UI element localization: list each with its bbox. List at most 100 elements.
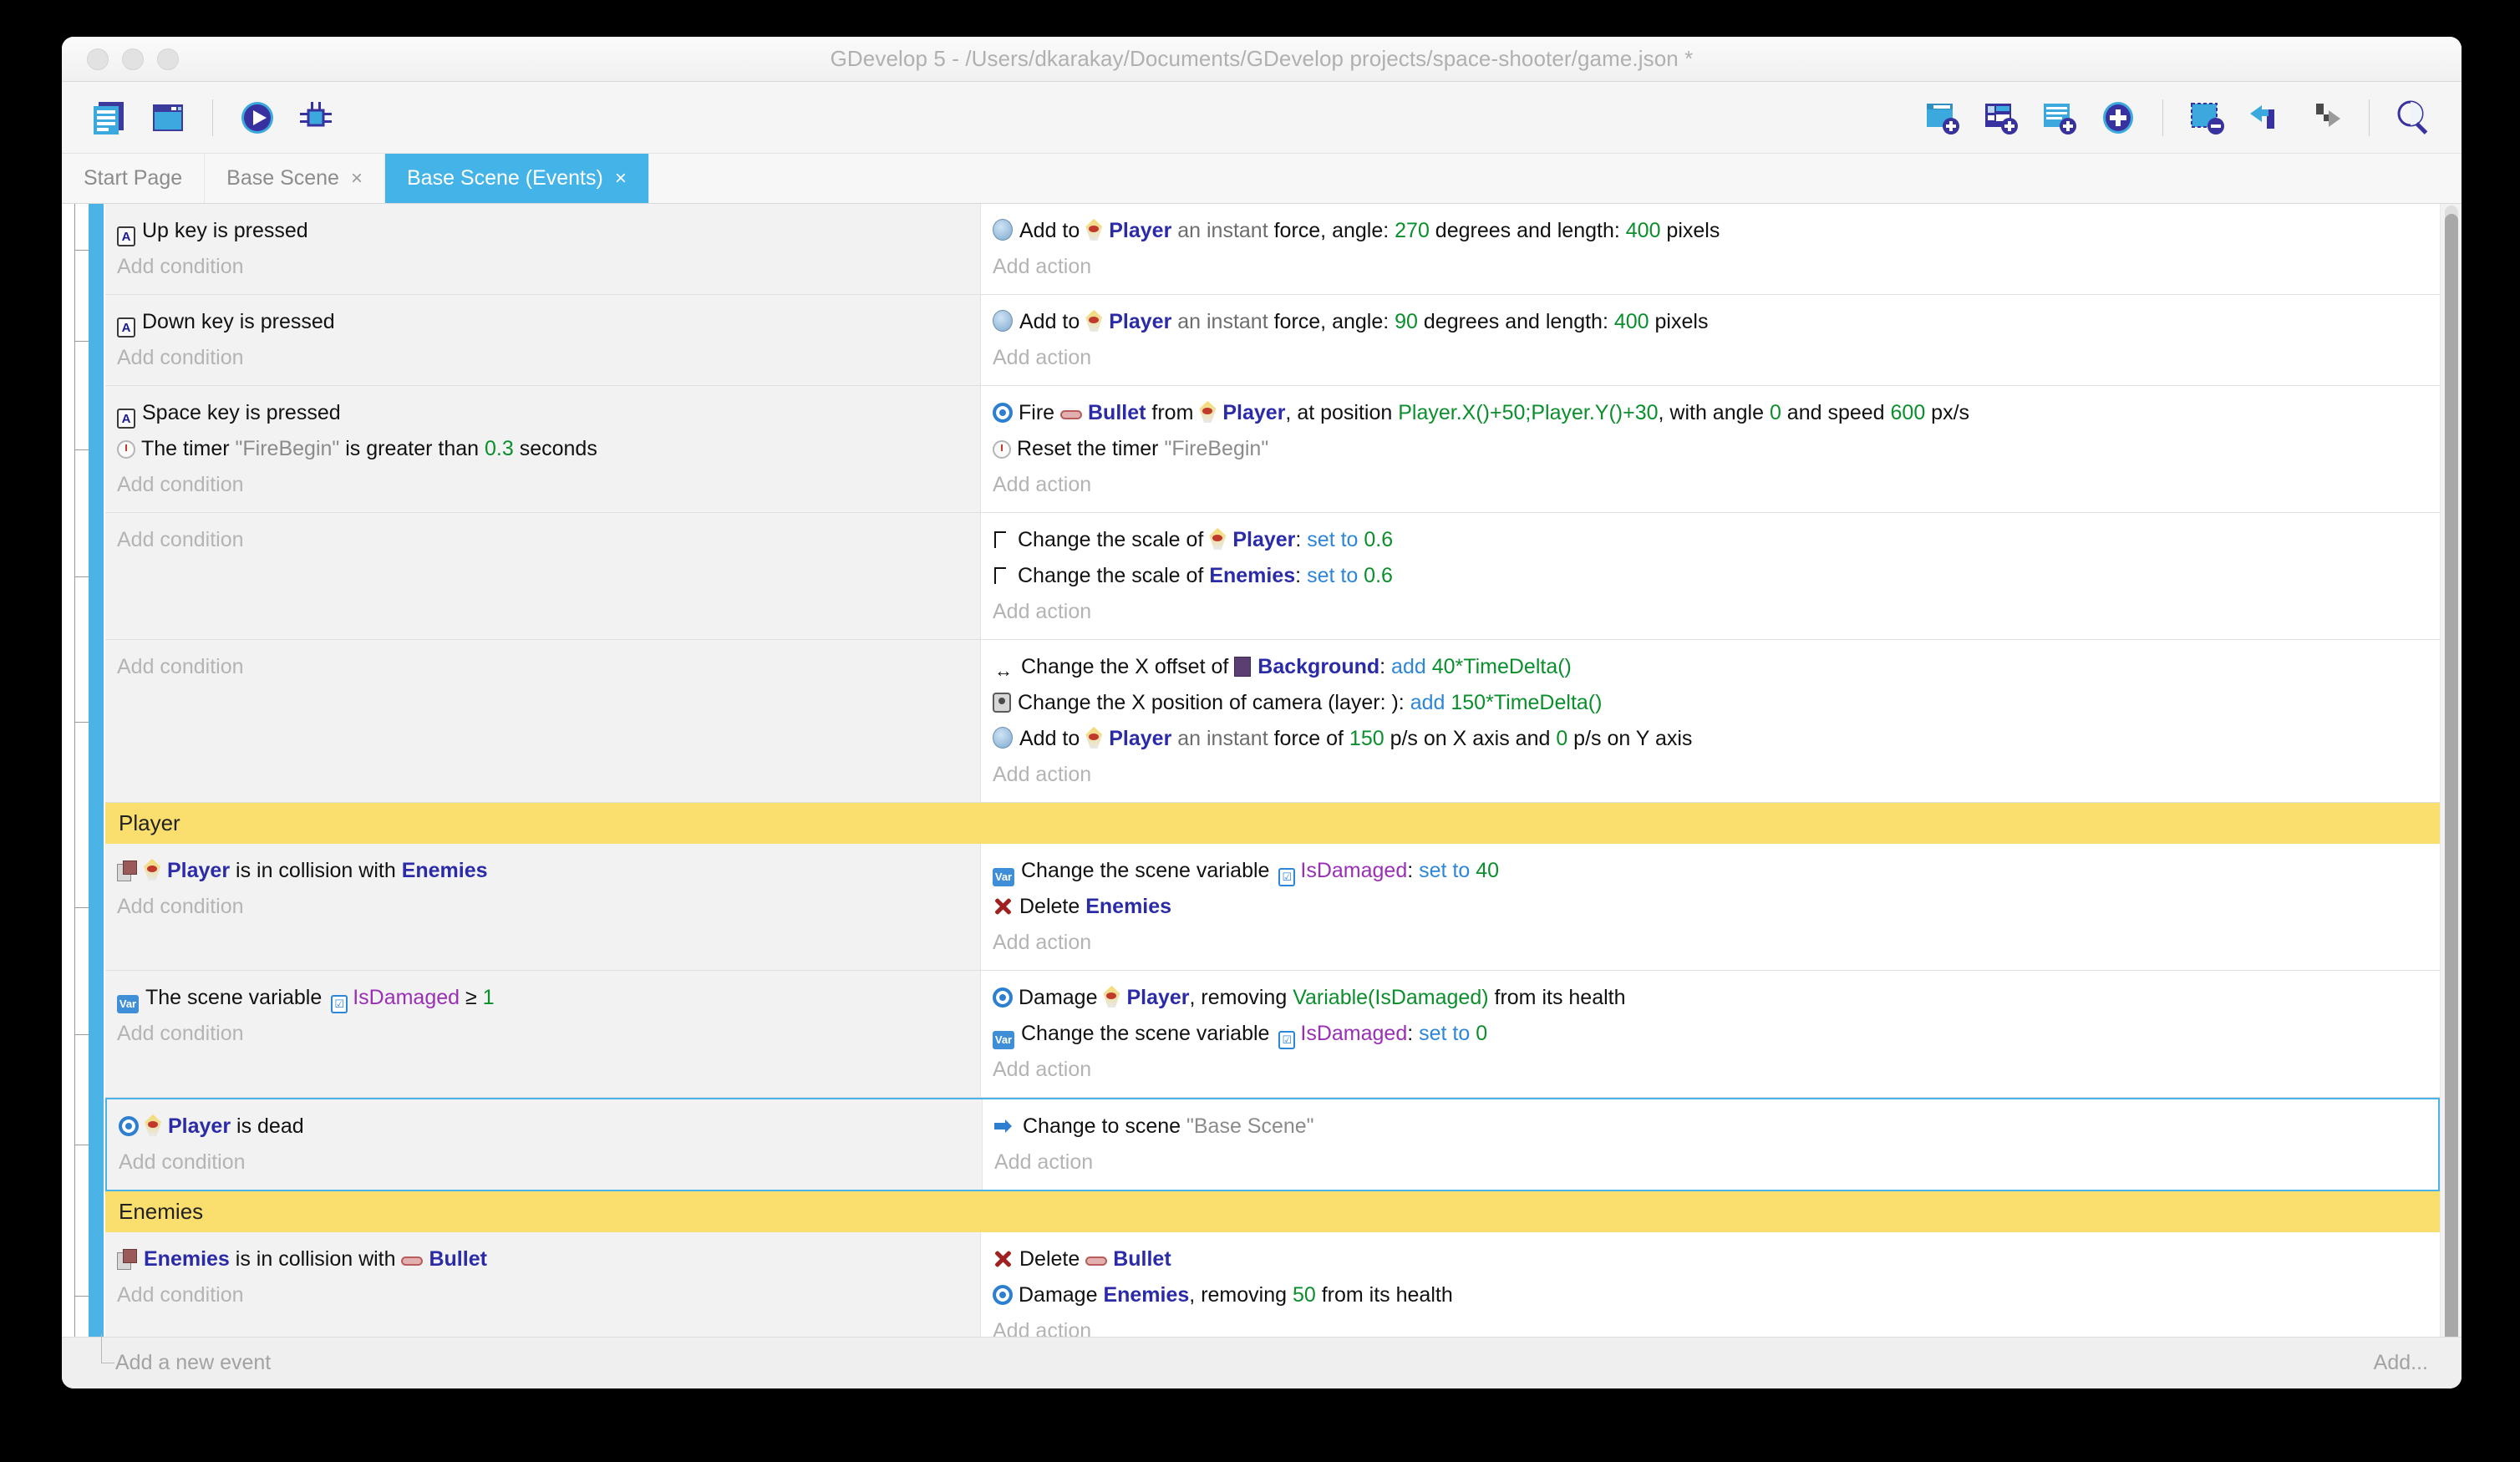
object-name[interactable]: Background [1257,655,1380,678]
close-window-button[interactable] [87,48,109,70]
tab-start-page[interactable]: Start Page [62,154,206,203]
parameter-value[interactable]: 1 [482,986,495,1009]
instruction-text[interactable]: set to [1419,859,1471,882]
parameter-value[interactable]: 0.6 [1358,528,1394,551]
object-name[interactable]: Enemies [401,859,488,882]
add-action-placeholder[interactable]: Add action [993,473,1092,496]
conditions-column[interactable]: Player is dead Add condition [107,1099,983,1190]
action-item[interactable]: Var Change the scene variable ☑ IsDamaged:… [993,1016,2440,1052]
actions-column[interactable]: Fire Bullet from Player, at position Pla… [981,386,2440,512]
event-spine-handle[interactable] [89,204,104,295]
instruction-text[interactable]: set to [1307,564,1359,587]
parameter-value[interactable]: 0 [1769,401,1781,424]
parameter-value[interactable]: 40*TimeDelta() [1425,655,1572,678]
add-action-placeholder[interactable]: Add action [993,763,1092,786]
event-spine-handle[interactable] [89,1232,104,1337]
add-condition-placeholder[interactable]: Add condition [117,255,244,278]
object-name[interactable]: Player [1109,310,1172,333]
action-item[interactable]: Reset the timer "FireBegin" [993,431,2440,467]
conditions-column[interactable]: Player is in collision with Enemies Add c… [105,844,981,970]
add-action-placeholder[interactable]: Add action [993,255,1092,278]
debug-icon[interactable] [290,92,342,144]
add-new-event-button[interactable]: Add a new event [115,1351,272,1374]
add-action-placeholder[interactable]: Add action [993,931,1092,954]
tab-base-scene[interactable]: Base Scene × [205,154,385,203]
event-gutter[interactable] [62,971,89,1098]
delete-selection-icon[interactable] [2182,92,2233,144]
actions-column[interactable]: ↔ Change the X offset of Background: add … [981,640,2440,802]
event-gutter[interactable] [62,386,89,513]
parameter-value[interactable]: 50 [1292,1283,1316,1307]
object-name[interactable]: Player [1222,401,1286,424]
object-name[interactable]: Player [168,1114,231,1138]
event-spine-handle[interactable] [89,513,104,640]
object-name[interactable]: Enemies [144,1247,230,1271]
object-name[interactable]: Player [167,859,231,882]
actions-column[interactable]: Change to scene "Base Scene" Add action [983,1099,2438,1190]
add-action-placeholder[interactable]: Add action [993,1319,1092,1337]
action-item[interactable]: Add to Player an instant force, angle: 9… [993,304,2440,340]
add-action-placeholder[interactable]: Add action [994,1150,1094,1174]
event-group-label[interactable]: Player [105,803,2440,844]
action-item[interactable]: Var Change the scene variable ☑ IsDamaged:… [993,853,2440,889]
action-item[interactable]: Change the scale of Enemies: set to 0.6 [993,558,2440,594]
action-item[interactable]: ↔ Change the X offset of Background: add … [993,649,2440,685]
condition-item[interactable]: Enemies is in collision with Bullet [117,1241,980,1277]
condition-item[interactable]: The timer "FireBegin" is greater than 0.… [117,431,980,467]
object-name[interactable]: Enemies [1103,1283,1190,1307]
search-icon[interactable] [2388,92,2440,144]
event-spine-handle[interactable] [89,1191,104,1232]
add-condition-placeholder[interactable]: Add condition [119,1150,246,1174]
event-row[interactable]: Add condition ↔ Change the X offset of Bac… [62,640,2440,803]
event-spine-handle[interactable] [89,295,104,386]
preview-play-icon[interactable] [231,92,283,144]
add-condition-placeholder[interactable]: Add condition [117,895,244,918]
redo-icon[interactable] [2299,92,2350,144]
instruction-text[interactable]: set to [1419,1022,1471,1045]
parameter-value[interactable]: Variable(IsDamaged) [1293,986,1489,1009]
tab-base-scene-events[interactable]: Base Scene (Events) × [384,154,649,203]
conditions-column[interactable]: A Down key is pressed Add condition [105,295,981,385]
add-condition-placeholder[interactable]: Add condition [117,528,244,551]
add-external-events-icon[interactable] [2034,92,2086,144]
event-gutter[interactable] [62,803,89,844]
parameter-value[interactable]: 270 [1395,219,1430,242]
instruction-text[interactable]: add [1410,691,1445,714]
add-condition-placeholder[interactable]: Add condition [117,346,244,369]
event-spine-handle[interactable] [89,844,104,971]
parameter-value[interactable]: 150 [1349,727,1384,750]
event-gutter[interactable] [62,1232,89,1337]
object-name[interactable]: Player [1126,986,1190,1009]
event-gutter[interactable] [62,513,89,640]
event-row[interactable]: Player is in collision with Enemies Add c… [62,844,2440,971]
action-item[interactable]: Damage Enemies, removing 50 from its hea… [993,1277,2440,1313]
parameter-value[interactable]: 150*TimeDelta() [1445,691,1603,714]
add-menu-button[interactable]: Add... [2373,1351,2428,1374]
event-gutter[interactable] [62,1098,89,1191]
instruction-text[interactable]: IsDamaged [1300,859,1408,882]
event-gutter[interactable] [62,844,89,971]
instruction-text[interactable]: add [1391,655,1426,678]
conditions-column[interactable]: Add condition [105,513,981,639]
scrollbar-thumb[interactable] [2445,214,2458,1337]
event-spine-handle[interactable] [89,803,104,844]
event-row[interactable]: Enemies is in collision with Bullet Add c… [62,1232,2440,1337]
event-row[interactable]: A Down key is pressed Add condition Add to … [62,295,2440,386]
action-item[interactable]: Add to Player an instant force of 150 p/… [993,721,2440,757]
event-spine-handle[interactable] [89,386,104,513]
add-external-layout-icon[interactable] [1975,92,2027,144]
event-row[interactable]: Add condition Change the scale of Player:… [62,513,2440,640]
add-action-placeholder[interactable]: Add action [993,600,1092,623]
events-vertical-scrollbar[interactable] [2440,204,2462,1337]
event-row[interactable]: A Space key is pressed The timer "FireBegi… [62,386,2440,513]
add-condition-placeholder[interactable]: Add condition [117,473,244,496]
instruction-text[interactable]: IsDamaged [353,986,460,1009]
maximize-window-button[interactable] [157,48,179,70]
parameter-value[interactable]: 90 [1395,310,1418,333]
condition-item[interactable]: Var The scene variable ☑ IsDamaged ≥ 1 [117,980,980,1016]
condition-item[interactable]: A Space key is pressed [117,395,980,431]
add-scene-icon[interactable] [1917,92,1969,144]
event-spine-handle[interactable] [89,1098,104,1191]
conditions-column[interactable]: A Up key is pressed Add condition [105,204,981,294]
event-gutter[interactable] [62,1191,89,1232]
